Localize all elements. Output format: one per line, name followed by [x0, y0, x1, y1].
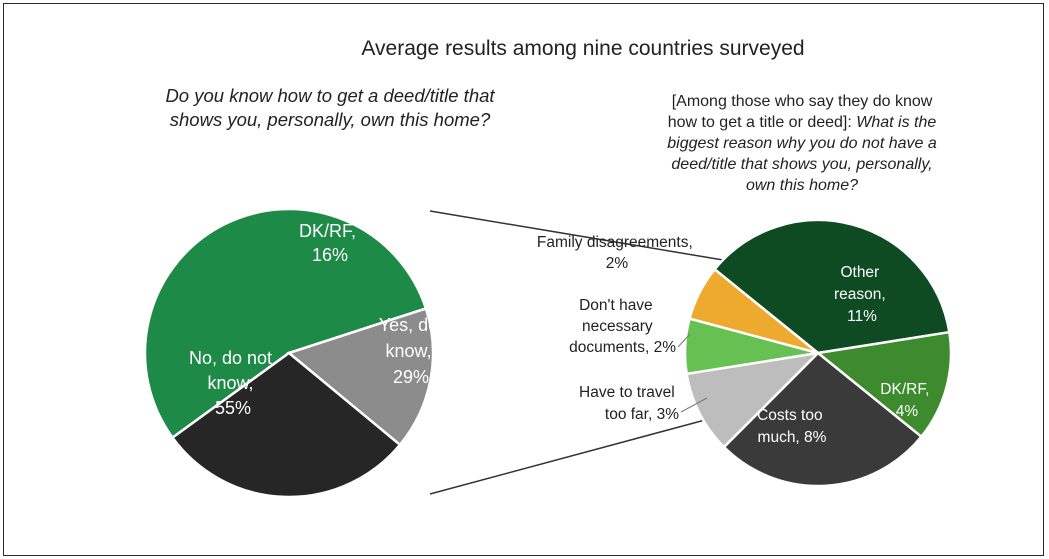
chart-title: Average results among nine countries sur…: [361, 37, 804, 60]
right-question-line-2: how to get a title or deed]: What is the: [668, 114, 937, 131]
leader-line-documents: [677, 333, 691, 348]
right-pie-slice-other-reason-11: [712, 218, 951, 355]
label-other-reason: Other reason, 11%: [834, 264, 890, 325]
label-dk-rf-right: DK/RF, 4%: [880, 381, 933, 420]
connector-line-bottom: [429, 419, 706, 495]
left-question-line-1: Do you know how to get a deed/title that: [165, 85, 495, 106]
right-question-line-1: [Among those who say they do know: [672, 93, 933, 110]
label-family-disagreements: Family disagreements, 2%: [537, 234, 697, 272]
label-dk-rf-left: DK/RF, 16%: [299, 221, 361, 265]
label-costs-too-much: Costs too much, 8%: [757, 407, 827, 446]
label-have-to-travel: Have to travel too far, 3%: [579, 384, 679, 423]
left-pie-slice-yes-do-know-29: [170, 351, 402, 499]
left-pie: [143, 207, 435, 499]
right-question-italic: What is the: [856, 114, 936, 131]
label-dont-have-documents: Don't have necessary documents, 2%: [569, 297, 676, 356]
left-pie-slice-dk-rf-16: [286, 306, 435, 447]
leader-line-travel: [680, 397, 708, 413]
right-question-line-5: own this home?: [746, 177, 858, 194]
label-no-do-not-know: No, do not know, 55%: [189, 348, 277, 418]
right-pie-slice-dk-rf-4: [815, 330, 953, 439]
right-pie-slice-have-to-travel-too-far-3: [685, 351, 822, 449]
right-pie-slice-family-disagreements-2: [687, 267, 819, 355]
left-pie-slice-no-do-not-know-55: [143, 207, 428, 440]
connector-line-top: [429, 210, 736, 263]
label-yes-do-know: Yes, do know, 29%: [379, 315, 443, 387]
chart-frame: [3, 3, 1044, 556]
right-question-line-3: biggest reason why you do not have a: [667, 135, 937, 152]
right-question-prefix: how to get a title or deed]:: [668, 114, 857, 131]
right-pie-slice-costs-too-much-8: [722, 351, 924, 488]
left-question-line-2: shows you, personally, own this home?: [170, 109, 491, 130]
right-question-line-4: deed/title that shows you, personally,: [671, 156, 932, 173]
right-pie: [683, 218, 953, 488]
